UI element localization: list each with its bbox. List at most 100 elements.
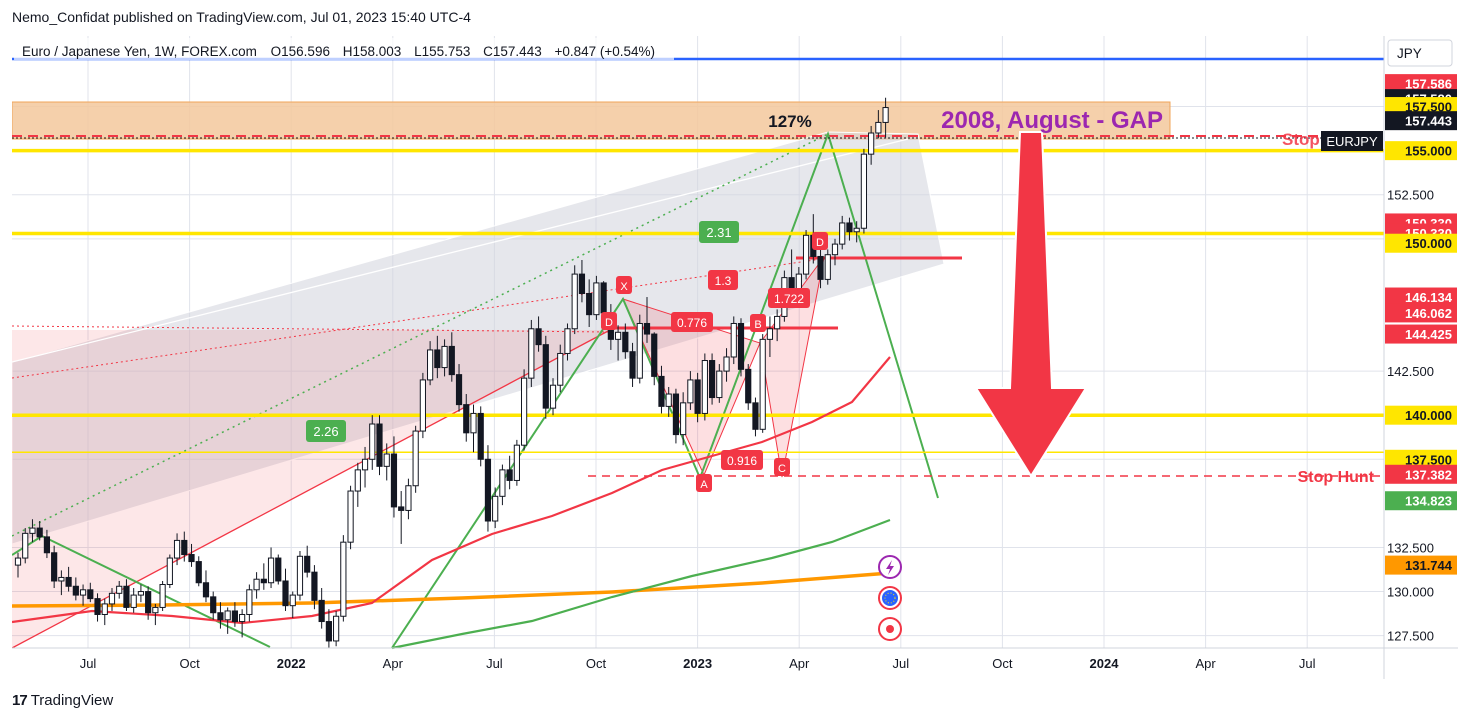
candle-body [846,222,853,233]
candles [14,97,889,648]
candle-body [868,132,875,155]
ratio-label-0-916: 0.916 [721,450,763,470]
svg-text:C: C [778,463,786,475]
time-tick-label: Jul [80,656,97,671]
candle-body [181,539,188,556]
candle-body [166,557,173,586]
candle [549,378,557,416]
svg-text:D: D [605,317,613,329]
candle [289,591,296,619]
candle [737,318,745,377]
candle-body [578,273,586,294]
event-icon-lightning[interactable] [878,555,902,579]
price-tag-bg [1385,74,1457,94]
price-tag: 144.425 [1385,324,1457,344]
candle [448,332,455,382]
wedge-upper-line [11,138,909,363]
candle-body [723,356,730,372]
candle [87,582,94,603]
event-icon-jp-flag[interactable] [878,617,902,641]
time-tick-label: Jul [486,656,503,671]
price-tag-text: 157.500 [1405,100,1452,115]
candle-body [347,490,354,543]
ratio-label-1-722: 1.722 [768,288,810,308]
candle [130,588,137,613]
candle-body [123,585,130,608]
svg-text:1.722: 1.722 [774,292,804,306]
candle-body [506,469,513,481]
chart-frame[interactable]: 2008, August - GAP 127% Stop Stop Hunt 2… [11,36,1458,679]
price-chart[interactable]: 2008, August - GAP 127% Stop Stop Hunt 2… [11,36,1458,679]
candle [860,148,868,234]
candle-body [260,578,267,584]
candle [759,334,766,433]
candle [340,535,347,622]
candle [535,316,542,352]
candle [181,531,188,562]
candle [412,425,419,493]
candle-body [173,539,181,559]
candle [123,579,130,611]
candle-body [116,585,123,594]
candle [752,397,759,437]
candle [188,543,195,567]
svg-text:B: B [754,319,761,331]
candle [210,591,217,620]
ratio-label-2-31: 2.31 [699,221,739,243]
candle-body [311,571,318,601]
point-label-a: A [696,474,712,492]
candle [311,565,318,610]
legend-change: +0.847 (+0.54%) [554,44,655,59]
price-tag-text: 157.586 [1405,77,1452,92]
big-down-arrow [974,131,1088,478]
candle-body [730,322,737,358]
price-tick-label: 130.000 [1387,585,1434,600]
candle [882,97,889,138]
candle [166,554,173,589]
svg-text:0.916: 0.916 [727,454,757,468]
candle-body [759,338,766,430]
price-tag-bg [1385,141,1457,161]
price-tick-label: 132.500 [1387,540,1434,555]
candle-body [434,349,441,369]
annotations: 2008, August - GAP 127% Stop Stop Hunt 2… [306,107,1375,641]
time-tick-label: Jul [892,656,909,671]
legend-low: 155.753 [422,44,471,59]
candle-body [593,282,600,316]
candle-body [376,423,383,467]
candle-body [875,121,882,134]
candle-body [665,393,672,407]
candle [557,344,564,393]
time-tick-label: 2023 [683,656,712,671]
candle [875,110,882,139]
event-icon-eu-flag[interactable] [878,586,902,610]
candle [853,221,860,243]
candle [159,580,166,611]
candle [455,364,463,412]
candle [419,372,426,439]
axes: 157.500 155.000 152.500 150.000 142.500 140.0… [12,36,1458,679]
candle-body [202,582,210,598]
price-tag: 150.000 [1385,233,1457,253]
candle [65,566,72,592]
candle [542,335,549,419]
price-axis-bg [1384,36,1458,679]
candle [824,249,831,285]
candle [701,353,708,421]
stop-label: Stop [1282,130,1320,149]
price-tag-text: 137.382 [1405,467,1452,482]
price-tag: 155.000 [1385,141,1457,161]
svg-text:JPY: JPY [1397,46,1422,61]
candle-body [72,585,79,596]
candle [802,230,810,280]
tradingview-logo[interactable]: 17 TradingView [12,692,113,709]
currency-tag[interactable]: JPY [1387,39,1453,67]
candle-body [14,557,22,566]
candle-body [58,576,65,582]
candle [629,342,636,387]
tradingview-brand: TradingView [30,692,114,709]
candle [282,568,289,611]
candle [173,533,181,566]
candle [405,478,412,520]
candle-body [687,379,694,404]
